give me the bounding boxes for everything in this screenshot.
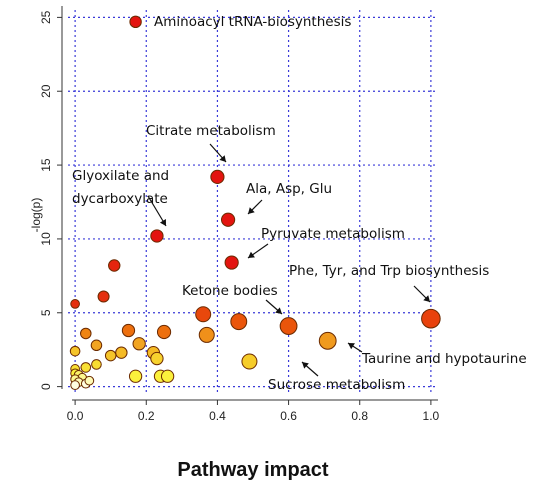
axes (61, 6, 438, 401)
annotation-arrowhead (423, 295, 430, 302)
data-point (129, 15, 142, 29)
data-point (421, 308, 441, 329)
data-point (220, 212, 236, 227)
x-axis-title: Pathway impact (177, 459, 329, 481)
y-tick-label: 10 (39, 232, 53, 246)
annotation-arrowhead (159, 219, 166, 226)
data-point (132, 337, 146, 351)
annotation-label: Ala, Asp, Glu (246, 181, 332, 197)
data-point (279, 317, 298, 335)
data-point (150, 351, 164, 366)
data-point (150, 229, 164, 243)
y-tick-label: 0 (39, 383, 53, 390)
data-point (84, 375, 95, 386)
x-tick-label: 0.2 (138, 409, 155, 423)
data-point (210, 169, 225, 184)
annotation-label: Glyoxilate and (72, 168, 169, 184)
annotation-arrowhead (219, 155, 226, 162)
data-point (91, 359, 102, 370)
data-point (198, 326, 215, 343)
annotation-label: Citrate metabolism (146, 123, 276, 139)
data-point (241, 353, 258, 370)
x-tick-label: 1.0 (423, 409, 440, 423)
x-tick-label: 0.4 (209, 409, 226, 423)
annotation-label: Sucrose metabolism (268, 377, 405, 393)
y-tick-label: 5 (39, 309, 53, 316)
y-tick-label: 20 (39, 84, 53, 98)
data-point (128, 369, 143, 383)
x-tick-label: 0.6 (280, 409, 297, 423)
annotation-label: Pyruvate metabolism (261, 226, 405, 242)
y-tick-label: 25 (39, 10, 53, 24)
annotation-arrowhead (348, 343, 355, 350)
data-point (97, 290, 110, 303)
data-point (80, 327, 92, 340)
data-point (318, 331, 337, 350)
annotation-label: Phe, Tyr, and Trp biosynthesis (289, 263, 489, 279)
data-point (80, 362, 92, 373)
data-point (160, 369, 175, 383)
data-point (104, 349, 117, 362)
data-point (70, 380, 80, 390)
data-point (121, 323, 136, 338)
data-point (224, 255, 239, 270)
data-points (69, 15, 441, 390)
annotation-label: dycarboxylate (72, 191, 168, 207)
x-tick-label: 0.0 (67, 409, 84, 423)
data-point (195, 306, 212, 323)
data-point (108, 259, 121, 272)
annotation-arrowhead (248, 207, 255, 214)
annotations: Aminoacyl tRNA-biosynthesis Citrate metab… (72, 14, 527, 393)
y-axis-title: -log(p) (29, 198, 43, 233)
data-point (156, 324, 172, 340)
y-tick-label: 15 (39, 158, 53, 172)
axis-ticks: 0.0 0.2 0.4 0.6 0.8 1.0 0 5 10 15 20 25 (39, 10, 440, 423)
annotation-label: Ketone bodies (182, 283, 278, 299)
data-point (90, 339, 103, 352)
data-point (115, 346, 128, 359)
x-tick-label: 0.8 (351, 409, 368, 423)
data-point (230, 313, 248, 331)
data-point (69, 345, 81, 357)
annotation-arrowhead (275, 307, 282, 314)
annotation-arrowhead (302, 362, 309, 369)
annotation-label: Taurine and hypotaurine (361, 351, 527, 367)
annotation-arrowhead (248, 251, 255, 258)
data-point (70, 299, 80, 309)
annotation-label: Aminoacyl tRNA-biosynthesis (154, 14, 351, 30)
